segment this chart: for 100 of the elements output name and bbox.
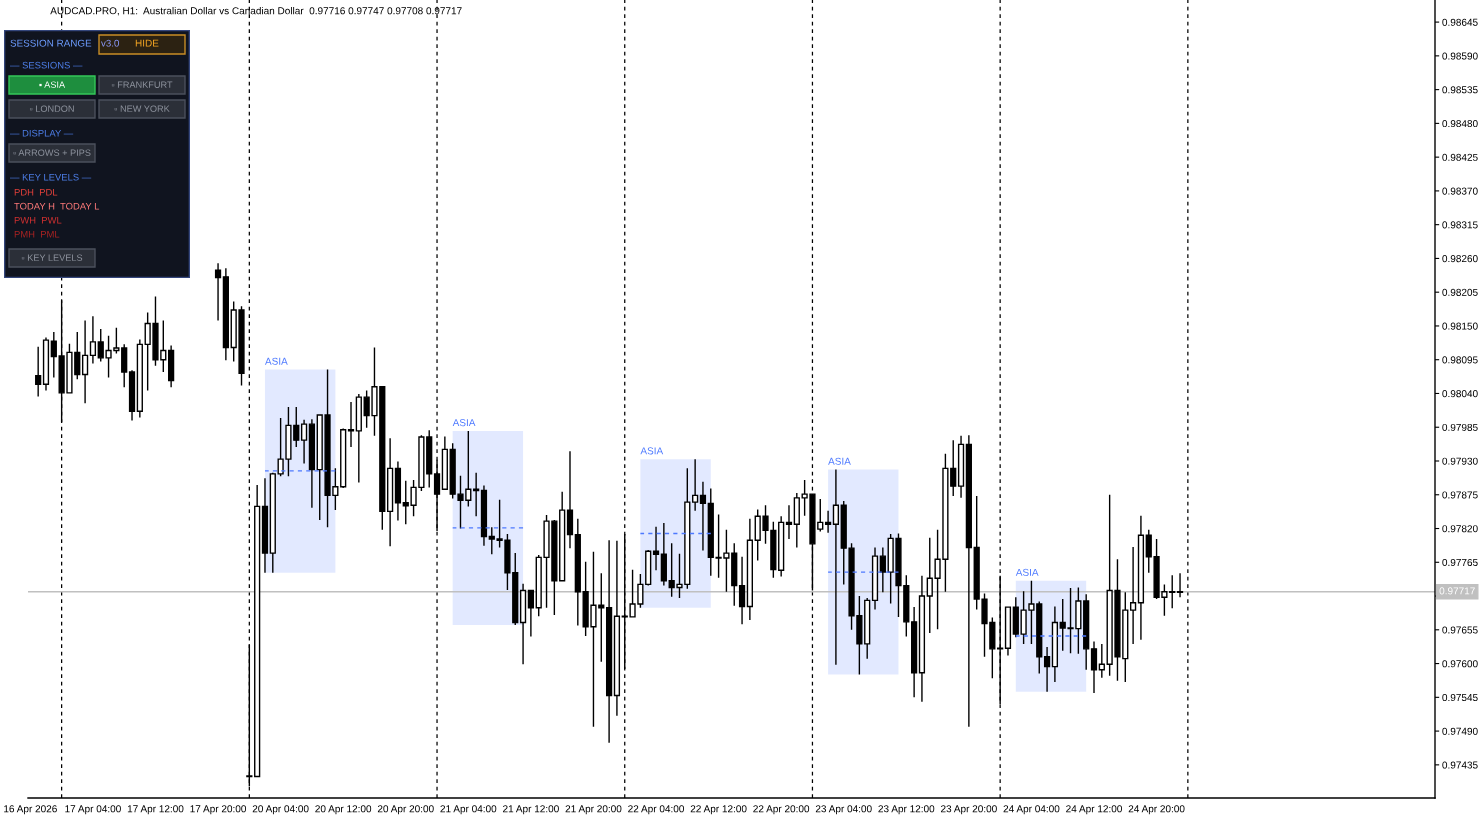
candlestick <box>574 518 581 627</box>
candlestick <box>480 484 488 547</box>
candlestick <box>1043 646 1051 693</box>
candlestick <box>35 346 42 398</box>
candlestick <box>81 319 89 404</box>
annotation: PMH PML <box>14 230 60 238</box>
candlestick <box>559 490 566 583</box>
y-tick-label: 0.98370 <box>1442 187 1478 195</box>
annotation: — SESSIONS — <box>10 61 83 69</box>
x-tick-label: 24 Apr 12:00 <box>1066 805 1122 815</box>
candlestick <box>42 336 50 392</box>
x-tick-label: 20 Apr 04:00 <box>252 805 309 815</box>
candlestick <box>957 435 965 499</box>
annotation: — KEY LEVELS — <box>10 173 92 181</box>
candlestick <box>864 597 871 660</box>
x-tick-label: 21 Apr 20:00 <box>565 805 622 815</box>
text: SESSION RANGE <box>10 39 92 47</box>
x-tick-label: 22 Apr 12:00 <box>690 805 747 815</box>
annotation: ▫ ARROWS + PIPS <box>13 149 91 156</box>
x-tick-label: 21 Apr 12:00 <box>503 805 559 815</box>
y-tick-label: 0.97820 <box>1442 525 1478 533</box>
x-tick-label: 20 Apr 12:00 <box>315 805 372 815</box>
y-tick-label: 0.98040 <box>1442 390 1478 398</box>
candlestick <box>394 460 402 522</box>
candlestick <box>308 418 316 509</box>
annotation: v3.0 <box>101 39 119 47</box>
candlestick <box>879 546 886 594</box>
candlestick <box>1090 640 1098 694</box>
x-tick-label: 17 Apr 12:00 <box>127 805 184 815</box>
x-tick-label: 17 Apr 04:00 <box>65 805 121 815</box>
y-tick-label: 0.98425 <box>1442 153 1478 161</box>
annotation: ▫ KEY LEVELS <box>21 254 83 261</box>
candlestick <box>441 435 448 491</box>
y-tick-label: 0.98315 <box>1442 221 1478 229</box>
x-tick-label: 21 Apr 04:00 <box>440 805 497 815</box>
candlestick <box>254 484 261 778</box>
candlestick <box>168 344 175 389</box>
candlestick <box>473 471 480 517</box>
annotation: PDH PDL <box>14 188 58 196</box>
candlestick <box>214 262 222 322</box>
candlestick <box>121 343 128 389</box>
annotation: PWH PWL <box>14 216 62 224</box>
y-tick-label: 0.98480 <box>1442 120 1478 128</box>
x-tick-label: 20 Apr 20:00 <box>377 805 434 815</box>
x-tick-label: 17 Apr 20:00 <box>190 805 247 815</box>
annotation: ▫ FRANKFURT <box>111 81 173 88</box>
annotation: — DISPLAY — <box>10 129 74 137</box>
annotation: ▫ LONDON <box>29 105 74 112</box>
candlestick <box>1098 643 1105 679</box>
y-tick-label: 0.97545 <box>1442 693 1478 702</box>
candlestick <box>519 583 527 665</box>
candlestick <box>785 504 793 540</box>
y-tick-label: 0.98645 <box>1442 18 1478 26</box>
y-tick-label: 0.97655 <box>1442 626 1478 634</box>
y-tick-label: 0.98535 <box>1442 86 1478 94</box>
candlestick <box>738 556 746 625</box>
annotation: ▫ NEW YORK <box>114 105 170 112</box>
y-tick-label: 0.98150 <box>1442 322 1478 330</box>
candlestick <box>128 369 136 422</box>
x-tick-label: 22 Apr 20:00 <box>753 805 810 815</box>
candlestick <box>605 539 613 744</box>
candlestick <box>1051 605 1059 683</box>
x-tick-label: 16 Apr 2026 <box>4 805 57 815</box>
x-tick-label: 23 Apr 04:00 <box>815 805 872 815</box>
candlestick <box>1129 546 1137 645</box>
candlestick <box>340 427 347 489</box>
y-tick-label: 0.98095 <box>1442 356 1478 364</box>
x-tick-label: 22 Apr 04:00 <box>628 805 684 815</box>
candlestick <box>1004 605 1012 657</box>
candlestick <box>965 434 972 728</box>
candlestick <box>613 540 621 717</box>
candlestick <box>222 267 229 362</box>
candlestick <box>660 522 667 587</box>
candlestick <box>347 401 355 448</box>
candlestick <box>136 338 143 419</box>
text: AUDCAD.PRO, H1: Australian Dollar vs Canadian Dollar 0.97716 0.97747 0.97708 0.97717 <box>50 6 462 16</box>
candlestick <box>778 515 785 578</box>
candlestick <box>793 492 800 549</box>
candlestick <box>832 468 840 666</box>
candlestick <box>527 589 535 638</box>
x-tick-label: 24 Apr 04:00 <box>1003 805 1060 815</box>
candlestick <box>50 331 57 379</box>
text: ASIA <box>640 447 664 455</box>
candlestick <box>652 525 660 571</box>
candlestick <box>1137 514 1145 641</box>
annotation: TODAY H TODAY L <box>14 202 100 210</box>
candlestick <box>824 510 832 534</box>
candlestick <box>911 606 918 699</box>
candlestick <box>692 458 699 512</box>
candlestick <box>746 518 753 621</box>
candlestick <box>355 393 362 484</box>
x-tick-label: 23 Apr 20:00 <box>941 805 997 815</box>
y-tick-label: 0.97985 <box>1442 423 1478 431</box>
candlestick <box>871 546 879 611</box>
candlestick <box>300 419 308 465</box>
text: ASIA <box>265 357 288 365</box>
candlestick <box>89 315 97 365</box>
candlestick <box>699 481 707 552</box>
y-tick-label: 0.97930 <box>1442 457 1478 465</box>
y-tick-label: 0.98590 <box>1442 52 1478 60</box>
